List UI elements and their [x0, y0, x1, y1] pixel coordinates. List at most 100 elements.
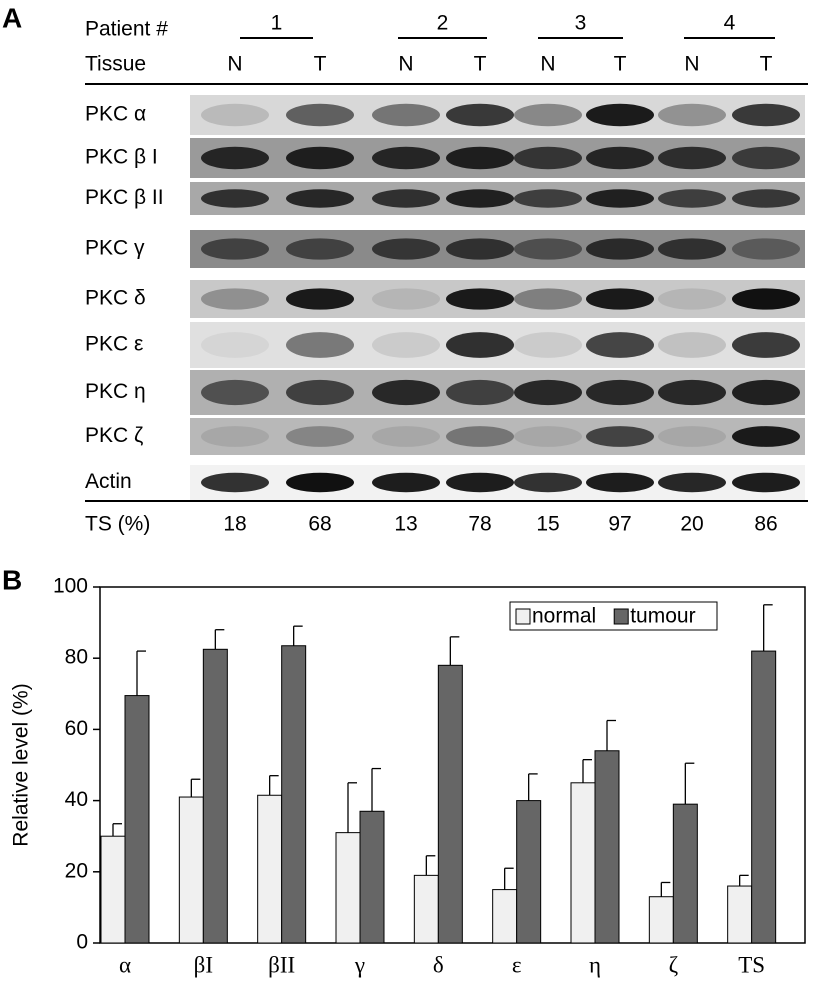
- patient-number: 3: [575, 12, 587, 35]
- blot-band: [372, 238, 440, 260]
- blot-band: [372, 379, 440, 406]
- tissue-label: T: [614, 53, 627, 76]
- blot-band: [732, 103, 800, 127]
- row-label: PKC β II: [85, 186, 164, 209]
- row-label: PKC δ: [85, 287, 146, 310]
- blot-band: [286, 426, 354, 447]
- row-label: PKC β I: [85, 146, 158, 169]
- blot-band: [658, 288, 726, 310]
- blot-band: [732, 426, 800, 447]
- blot-band: [286, 146, 354, 170]
- x-tick-label: ε: [512, 952, 522, 977]
- blot-band: [514, 379, 582, 406]
- bar: [281, 645, 307, 944]
- bar: [492, 889, 518, 944]
- panel-label: B: [2, 564, 22, 595]
- x-tick-label: α: [119, 952, 131, 977]
- y-tick-label: 80: [65, 646, 88, 669]
- blot-band: [658, 379, 726, 406]
- tissue-label: T: [314, 53, 327, 76]
- blot-band: [514, 238, 582, 260]
- legend-swatch: [613, 608, 629, 625]
- row-label: PKC ζ: [85, 424, 143, 447]
- tissue-label: N: [684, 53, 699, 76]
- bar: [413, 874, 439, 944]
- blot-band: [372, 426, 440, 447]
- bar: [516, 800, 542, 944]
- x-tick-label: βI: [194, 952, 213, 977]
- blot-band: [586, 472, 654, 493]
- ts-value: 13: [394, 513, 417, 536]
- blot-band: [446, 332, 514, 358]
- panel-label: A: [2, 2, 22, 33]
- tissue-label: T: [474, 53, 487, 76]
- blot-band: [286, 288, 354, 310]
- patient-header: Patient #: [85, 18, 168, 41]
- ts-value: 68: [308, 513, 331, 536]
- blot-band: [201, 146, 269, 170]
- blot-band: [286, 379, 354, 406]
- legend-label: tumour: [630, 605, 695, 628]
- blot-band: [201, 426, 269, 447]
- blot-band: [514, 288, 582, 310]
- blot-band: [586, 379, 654, 406]
- x-tick-label: βII: [268, 952, 295, 977]
- x-tick-label: δ: [433, 952, 444, 977]
- blot-band: [201, 189, 269, 208]
- blot-band: [446, 472, 514, 493]
- blot-band: [658, 426, 726, 447]
- tissue-label: N: [540, 53, 555, 76]
- blot-band: [658, 472, 726, 493]
- blot-band: [286, 238, 354, 260]
- blot-band: [372, 332, 440, 358]
- tissue-label: N: [398, 53, 413, 76]
- blot-band: [514, 472, 582, 493]
- legend-box: [509, 601, 718, 631]
- blot-band: [286, 189, 354, 208]
- bar: [437, 664, 463, 944]
- tissue-header: Tissue: [85, 53, 146, 76]
- blot-band: [446, 146, 514, 170]
- tissue-label: T: [760, 53, 773, 76]
- blot-band: [514, 189, 582, 208]
- row-label: PKC ε: [85, 333, 143, 356]
- blot-band: [732, 472, 800, 493]
- blot-band: [372, 103, 440, 127]
- blot-band: [286, 103, 354, 127]
- blot-band: [732, 146, 800, 170]
- row-label: PKC γ: [85, 237, 145, 260]
- y-tick-label: 60: [65, 717, 88, 740]
- ts-value: 97: [608, 513, 631, 536]
- blot-band: [514, 103, 582, 127]
- blot-band: [586, 238, 654, 260]
- bar: [751, 650, 777, 944]
- blot-band: [286, 332, 354, 358]
- bar: [570, 782, 596, 944]
- blot-band: [586, 189, 654, 208]
- bar: [178, 796, 204, 944]
- x-tick-label: ζ: [669, 952, 679, 977]
- patient-number: 4: [724, 12, 736, 35]
- bar: [672, 803, 698, 944]
- blot-band: [372, 472, 440, 493]
- ts-value: 78: [468, 513, 491, 536]
- blot-band: [586, 288, 654, 310]
- bar: [124, 695, 150, 944]
- legend-label: normal: [532, 605, 596, 628]
- blot-band: [446, 103, 514, 127]
- blot-band: [732, 379, 800, 406]
- bar: [594, 750, 620, 944]
- blot-band: [446, 288, 514, 310]
- bar: [359, 810, 385, 944]
- y-tick-label: 20: [65, 859, 88, 882]
- blot-band: [372, 288, 440, 310]
- blot-band: [658, 146, 726, 170]
- y-tick-label: 100: [53, 575, 88, 598]
- blot-band: [201, 288, 269, 310]
- patient-number: 2: [437, 12, 449, 35]
- blot-band: [372, 189, 440, 208]
- blot-strip: [190, 418, 805, 455]
- legend-swatch: [515, 608, 531, 625]
- blot-band: [658, 332, 726, 358]
- blot-band: [586, 332, 654, 358]
